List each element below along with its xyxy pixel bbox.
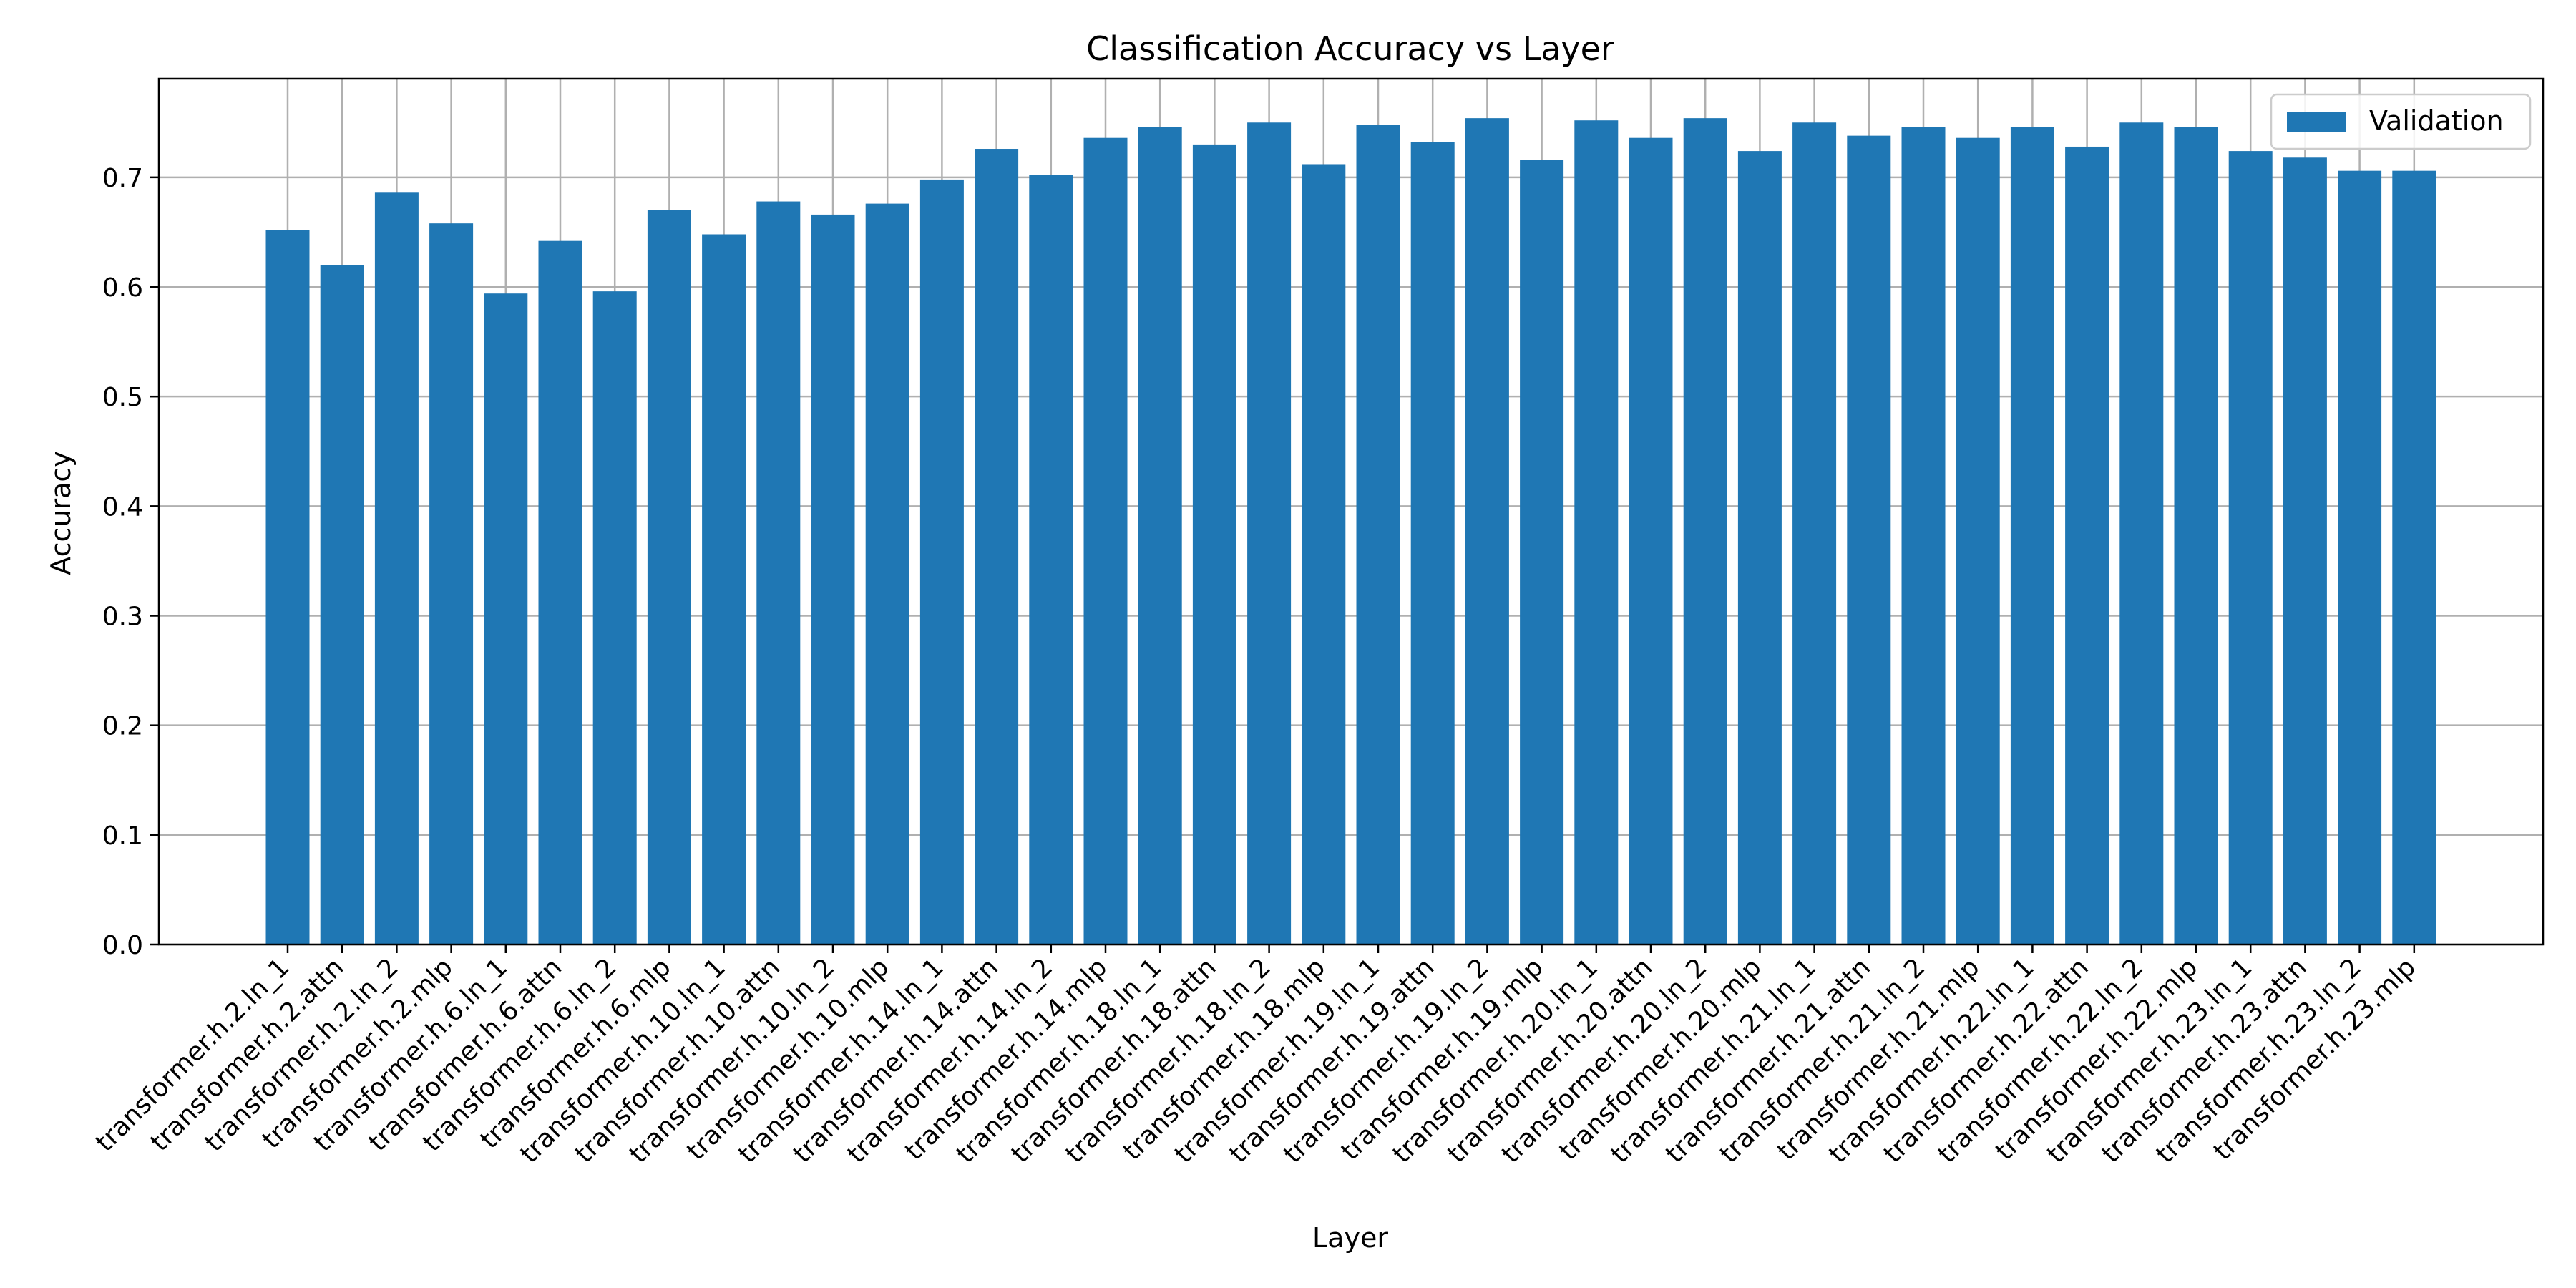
bar — [1683, 118, 1727, 945]
bar — [811, 214, 855, 945]
bar — [1847, 135, 1891, 945]
y-axis: 0.0 0.1 0.2 0.3 0.4 0.5 0.6 0.7 — [102, 164, 159, 960]
bar — [429, 223, 474, 945]
bar — [1737, 151, 1782, 945]
chart-title: Classification Accuracy vs Layer — [1086, 29, 1614, 68]
bar — [2283, 157, 2327, 945]
bar — [265, 230, 310, 945]
bar — [756, 201, 801, 945]
bar — [2119, 122, 2164, 945]
y-tick-label: 0.0 — [102, 931, 143, 960]
x-axis: transformer.h.2.ln_1transformer.h.2.attn… — [90, 945, 2421, 1169]
legend: Validation — [2270, 93, 2532, 150]
bar — [592, 291, 637, 945]
bar — [2010, 127, 2054, 945]
bar — [702, 234, 746, 945]
legend-label: Validation — [2369, 105, 2504, 137]
bar — [975, 149, 1019, 945]
bar — [1956, 137, 2000, 945]
bar — [320, 265, 364, 945]
bar — [374, 192, 419, 945]
bar — [1138, 127, 1182, 945]
bar — [865, 203, 909, 945]
y-tick-label: 0.3 — [102, 602, 143, 632]
legend-box — [2270, 93, 2532, 150]
y-tick-label: 0.6 — [102, 273, 143, 303]
bar — [1629, 137, 1673, 945]
bar — [2228, 151, 2273, 945]
bar — [1083, 137, 1128, 945]
bar — [1192, 144, 1236, 945]
bar — [2065, 146, 2109, 945]
y-axis-label: Accuracy — [45, 451, 77, 575]
bar — [2174, 127, 2218, 945]
bar — [1029, 175, 1073, 945]
bar — [1520, 160, 1564, 945]
y-tick-label: 0.1 — [102, 821, 143, 851]
bar — [2338, 170, 2382, 945]
bar — [2392, 170, 2436, 945]
bar — [1410, 142, 1455, 945]
bar — [1465, 118, 1509, 945]
y-tick-label: 0.2 — [102, 712, 143, 741]
bar — [1901, 127, 1946, 945]
bar — [647, 210, 691, 945]
bar — [538, 240, 582, 945]
bar — [1302, 164, 1346, 945]
bar — [1356, 125, 1400, 945]
legend-swatch — [2287, 112, 2346, 132]
y-tick-label: 0.4 — [102, 492, 143, 522]
bar — [1792, 122, 1837, 945]
bar — [484, 293, 528, 945]
bars — [265, 118, 2436, 945]
bar — [919, 179, 964, 945]
y-tick-label: 0.7 — [102, 164, 143, 193]
bar — [1247, 122, 1292, 945]
bar — [1574, 120, 1619, 945]
plot-frame — [157, 77, 2545, 946]
x-axis-label: Layer — [1312, 1222, 1388, 1254]
y-tick-label: 0.5 — [102, 383, 143, 412]
